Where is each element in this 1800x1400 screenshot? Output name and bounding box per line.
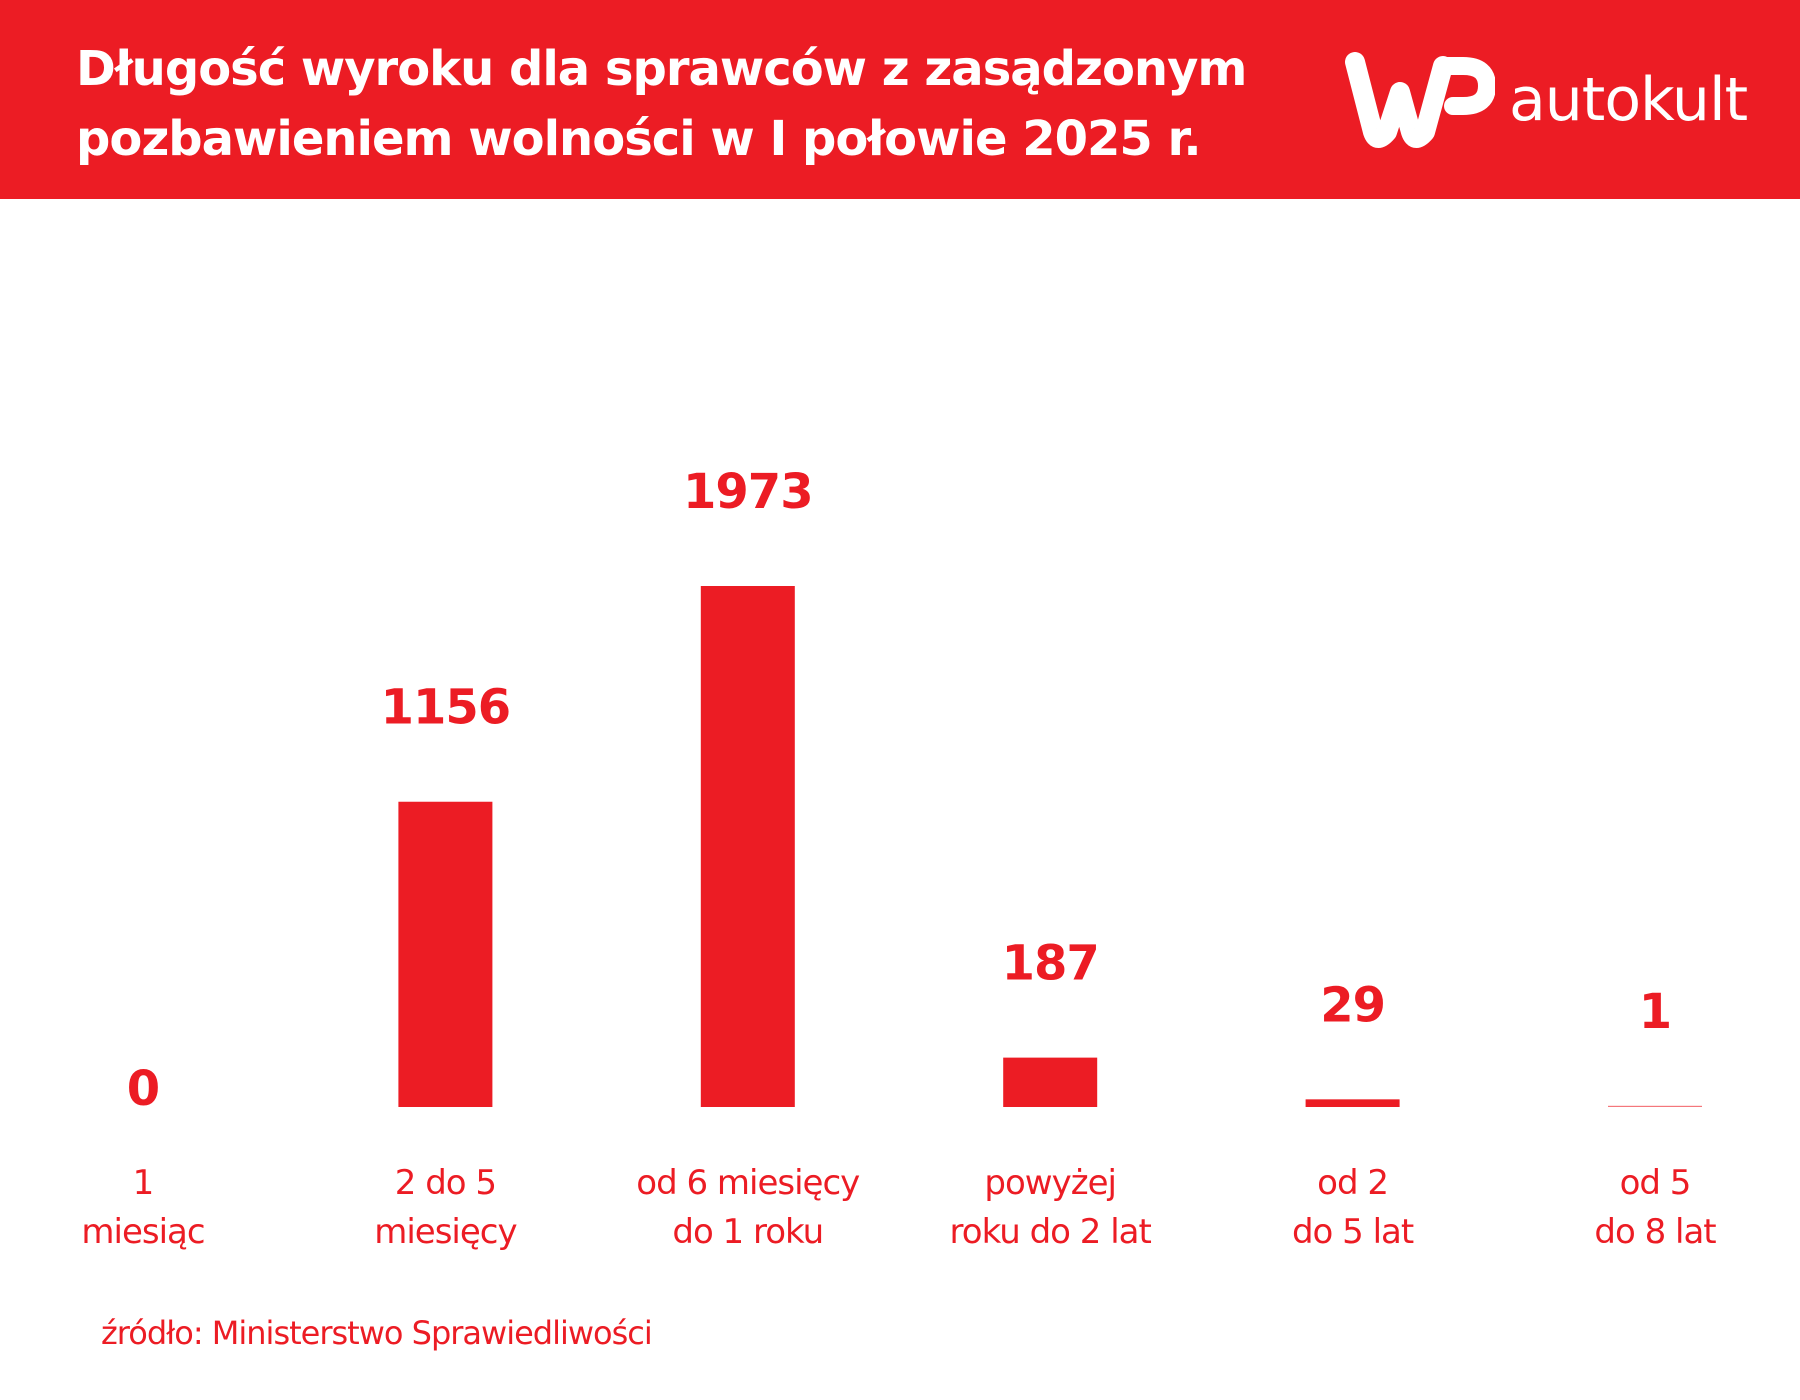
data-label: 0: [127, 1061, 159, 1117]
bar: [1608, 1105, 1702, 1107]
category-label: roku do 2 lat: [950, 1212, 1152, 1252]
bar-chart: 0 1 miesiąc 1156 2 do 5 miesięcy 1973 od 6 mies…: [81, 464, 1717, 1252]
wp-logo-icon: [1345, 52, 1495, 148]
data-label: 187: [1002, 936, 1099, 992]
category-label: od 5: [1620, 1163, 1691, 1203]
header-banner: Długość wyroku dla sprawców z zasądzonym…: [0, 0, 1800, 199]
chart-title: Długość wyroku dla sprawców z zasądzonym…: [76, 34, 1247, 174]
category-label: od 6 miesięcy: [636, 1163, 860, 1203]
bar: [1003, 1057, 1098, 1107]
bar: [398, 801, 493, 1107]
category-label: od 2: [1317, 1163, 1388, 1203]
category-label: 2 do 5: [395, 1163, 496, 1203]
category-label: powyżej: [984, 1163, 1116, 1203]
source-note: źródło: Ministerstwo Sprawiedliwości: [101, 1314, 653, 1352]
bar: [700, 586, 795, 1107]
title-line-2: pozbawieniem wolności w I połowie 2025 r…: [76, 111, 1202, 167]
category-label: do 5 lat: [1292, 1212, 1414, 1252]
data-label: 1156: [381, 680, 511, 736]
logo-text: autokult: [1509, 65, 1748, 135]
bar: [1305, 1099, 1400, 1107]
category-label: miesięcy: [374, 1212, 517, 1252]
wp-autokult-logo: autokult: [1345, 52, 1748, 148]
category-label: do 8 lat: [1594, 1212, 1716, 1252]
title-line-1: Długość wyroku dla sprawców z zasądzonym: [76, 41, 1247, 97]
data-label: 1973: [683, 464, 813, 520]
data-label: 1: [1639, 984, 1671, 1040]
data-label: 29: [1320, 977, 1385, 1033]
category-label: 1: [133, 1163, 154, 1203]
category-label: do 1 roku: [672, 1212, 823, 1252]
category-label: miesiąc: [81, 1212, 204, 1252]
